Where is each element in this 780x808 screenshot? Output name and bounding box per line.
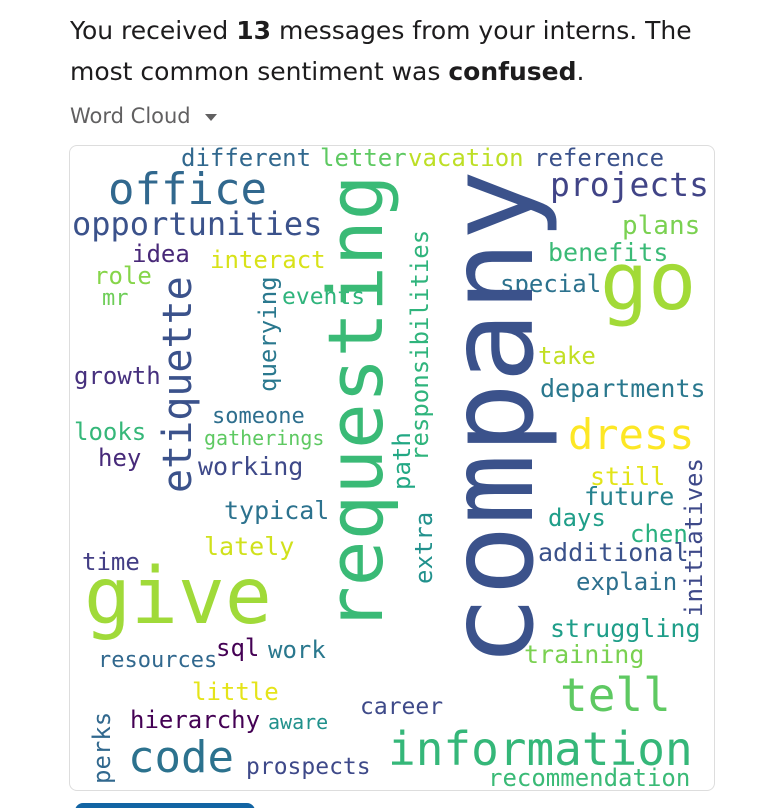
word-cloud-word: still [590,462,666,491]
word-cloud-word: etiquette [155,276,201,493]
word-cloud-word: go [600,235,697,328]
word-cloud-word: prospects [246,754,371,780]
message-count: 13 [236,16,272,45]
word-cloud-word: training [524,640,645,669]
chevron-down-icon [204,113,217,121]
word-cloud-word: information [388,722,693,776]
word-cloud-word: office [108,164,267,215]
word-cloud-word: opportunities [72,205,323,243]
word-cloud-word: interact [210,246,326,274]
word-cloud-word: growth [74,362,161,390]
word-cloud-word: projects [550,165,709,204]
word-cloud-word: initiatives [680,458,708,617]
visualization-select[interactable]: Word Cloud [70,100,217,132]
summary-suffix: . [576,57,585,86]
word-cloud-word: time [82,548,140,576]
word-cloud-word: plans [622,211,701,241]
word-cloud-word: company [422,169,560,667]
word-cloud-word: events [282,284,366,310]
word-cloud-word: looks [74,418,147,446]
word-cloud-word: someone [212,404,305,429]
word-cloud-word: chen [630,520,688,548]
word-cloud-word: hierarchy [130,706,261,734]
word-cloud-word: career [360,694,444,720]
word-cloud-word: dress [568,410,695,459]
word-cloud-word: aware [268,710,329,734]
word-cloud-word: idea [132,240,190,268]
word-cloud-word: working [198,452,304,481]
word-cloud-word: vacation [408,145,524,172]
word-cloud-word: typical [224,496,330,525]
word-cloud-word: explain [576,568,678,596]
word-cloud-word: perks [88,711,116,784]
summary-prefix: You received [70,16,237,45]
summary-middle: messages from your interns. The most com… [70,16,692,86]
word-cloud: different letter vacation reference office pr… [69,145,715,791]
word-cloud-word: recommendation [488,764,691,791]
word-cloud-word: different [181,145,312,172]
word-cloud-word: role [94,262,152,290]
word-cloud-word: lately [204,532,295,561]
word-cloud-word: departments [540,374,706,403]
word-cloud-word: reference [534,145,665,172]
word-cloud-word: take [538,342,596,370]
word-cloud-word: sql [216,634,260,662]
word-cloud-word: benefits [548,238,669,267]
word-cloud-word: special [500,270,602,298]
action-button[interactable] [75,803,255,808]
word-cloud-word: querying [254,276,282,392]
word-cloud-word: code [128,732,234,783]
word-cloud-word: tell [560,668,671,722]
word-cloud-word: hey [98,444,142,472]
word-cloud-word: additional [538,538,689,567]
word-cloud-word: work [268,636,326,664]
word-cloud-word: little [192,678,279,706]
sentiment-summary: You received 13 messages from your inter… [70,10,750,92]
word-cloud-word: future [584,482,675,511]
word-cloud-word: gatherings [204,426,325,450]
word-cloud-word: mr [102,286,129,311]
word-cloud-word: struggling [550,614,701,643]
word-cloud-word: requesting [311,174,400,632]
word-cloud-word: give [84,552,272,642]
word-cloud-word: letter [320,145,407,172]
word-cloud-word: days [548,504,606,532]
word-cloud-word: path [388,432,416,490]
word-cloud-word: resources [98,648,218,673]
visualization-select-label: Word Cloud [70,104,191,128]
sentiment-value: confused [448,57,577,86]
